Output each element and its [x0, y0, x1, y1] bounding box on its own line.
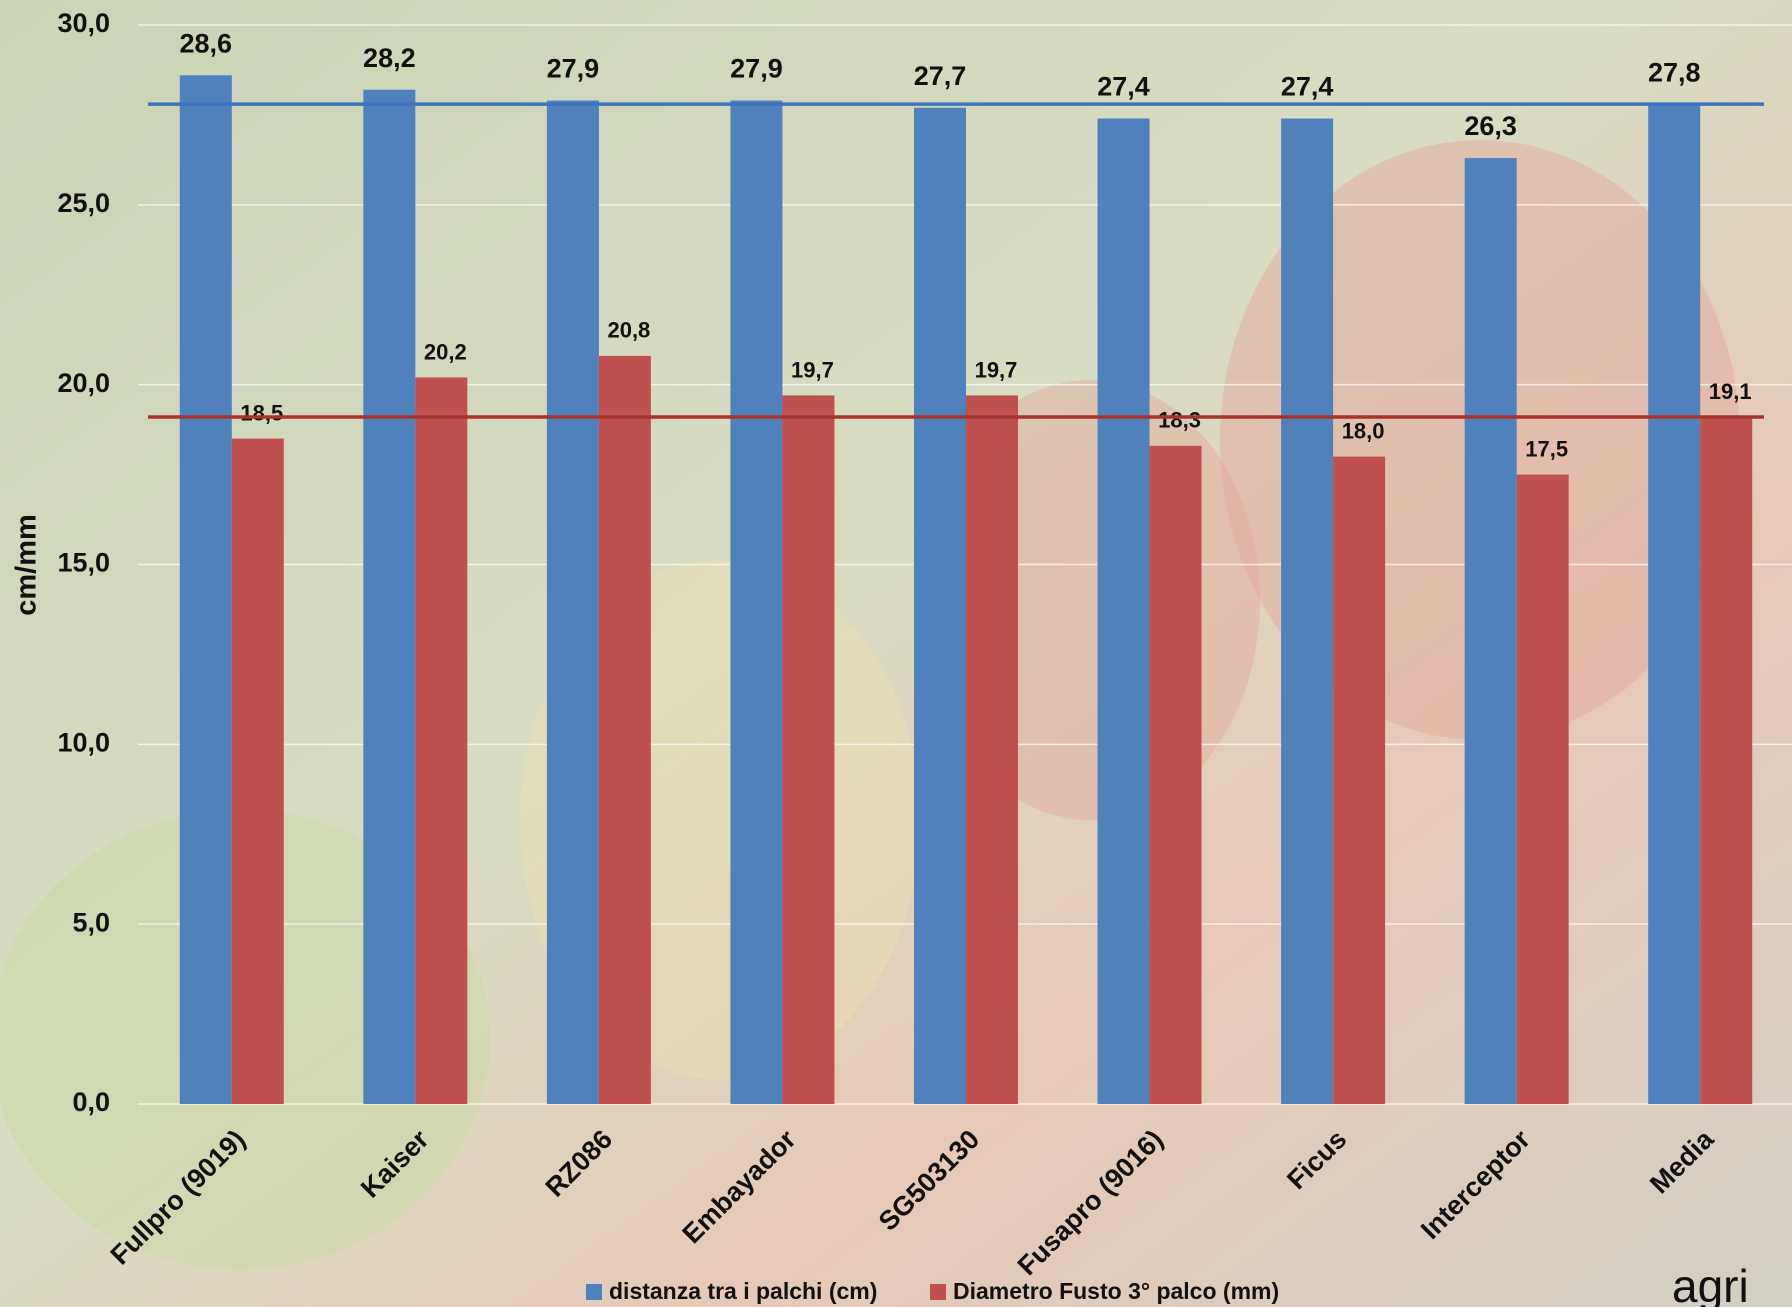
bar: [782, 395, 835, 1104]
legend-swatch: [930, 1284, 946, 1300]
value-label: 27,8: [1648, 57, 1701, 87]
bar: [914, 107, 966, 1105]
bar: [1281, 118, 1334, 1105]
bar: [415, 377, 468, 1104]
y-tick-label: 25,0: [57, 188, 110, 218]
value-label: 26,3: [1464, 111, 1517, 141]
bar: [231, 438, 284, 1104]
value-label: 27,4: [1281, 72, 1334, 102]
y-tick-label: 10,0: [57, 727, 110, 757]
value-label: 18,0: [1342, 418, 1385, 443]
value-label: 28,2: [363, 43, 416, 73]
value-label: 20,2: [424, 339, 467, 364]
value-label: 19,7: [975, 357, 1018, 382]
bar: [1700, 417, 1753, 1105]
bar: [598, 355, 651, 1105]
bar: [730, 100, 783, 1104]
legend-label: Diametro Fusto 3° palco (mm): [953, 1278, 1279, 1304]
value-label: 18,5: [240, 400, 283, 425]
y-tick-label: 20,0: [57, 368, 110, 398]
value-label: 20,8: [607, 318, 650, 343]
value-label: 27,7: [914, 61, 967, 91]
bar: [1333, 456, 1386, 1105]
legend-swatch: [586, 1284, 602, 1300]
value-label: 18,3: [1158, 408, 1201, 433]
value-label: 17,5: [1525, 436, 1568, 461]
bar: [1516, 474, 1569, 1104]
y-tick-label: 5,0: [72, 907, 110, 937]
value-label: 27,4: [1097, 72, 1150, 102]
bar: [179, 75, 232, 1105]
bar: [1464, 158, 1517, 1104]
y-tick-label: 15,0: [57, 548, 110, 578]
bar: [546, 100, 599, 1104]
bar: [1648, 104, 1701, 1105]
y-axis-title: cm/mm: [11, 514, 43, 616]
y-tick-label: 30,0: [57, 8, 110, 38]
value-label: 27,9: [730, 54, 783, 84]
value-label: 28,6: [179, 28, 232, 58]
bar: [966, 395, 1018, 1104]
logo: agri: [1672, 1260, 1749, 1307]
y-tick-label: 0,0: [72, 1087, 110, 1117]
bar: [363, 89, 416, 1105]
value-label: 27,9: [547, 54, 600, 84]
bar: [1097, 118, 1150, 1105]
value-label: 19,7: [791, 357, 834, 382]
legend-label: distanza tra i palchi (cm): [609, 1278, 877, 1304]
bar: [1149, 445, 1202, 1104]
value-label: 19,1: [1709, 379, 1752, 404]
